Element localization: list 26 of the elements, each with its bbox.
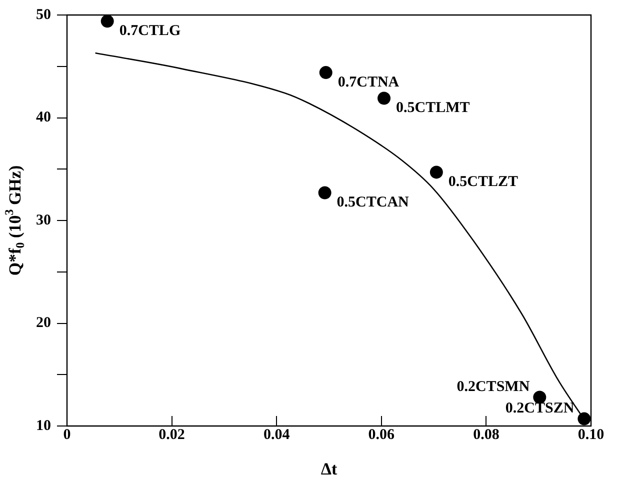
y-tick-label: 30 [36, 212, 51, 228]
x-tick-label: 0.08 [473, 426, 500, 443]
x-tick-label: 0.06 [368, 426, 396, 443]
annotation: 0.7CTNA [338, 74, 400, 90]
annotation: 0.5CTLMT [396, 100, 470, 116]
y-tick-label: 20 [36, 315, 51, 332]
x-tick-label: 0 [63, 426, 71, 443]
point [318, 186, 332, 200]
x-tick-label: 0.04 [263, 426, 290, 443]
annotation: 0.2CTSMN [456, 379, 530, 396]
annotation: 0.7CTLG [119, 23, 181, 40]
point [430, 166, 443, 179]
y-axis-title: Q*f0 (103 GHz) [2, 165, 28, 276]
x-tick-label: 0.10 [578, 426, 604, 443]
y-tick-label: 50 [36, 6, 51, 23]
y-tick-label: 40 [36, 110, 51, 126]
x-axis-title: Δt [320, 459, 338, 478]
y-tick-label: 10 [36, 418, 51, 434]
point [100, 15, 114, 28]
point [578, 412, 591, 426]
point [319, 66, 332, 80]
annotation: 0.5CTLZT [448, 174, 518, 190]
annotation: 0.5CTCAN [336, 194, 410, 211]
annotation: 0.2CTSZN [505, 400, 574, 417]
x-tick-label: 0.02 [158, 426, 185, 443]
point [378, 92, 391, 105]
